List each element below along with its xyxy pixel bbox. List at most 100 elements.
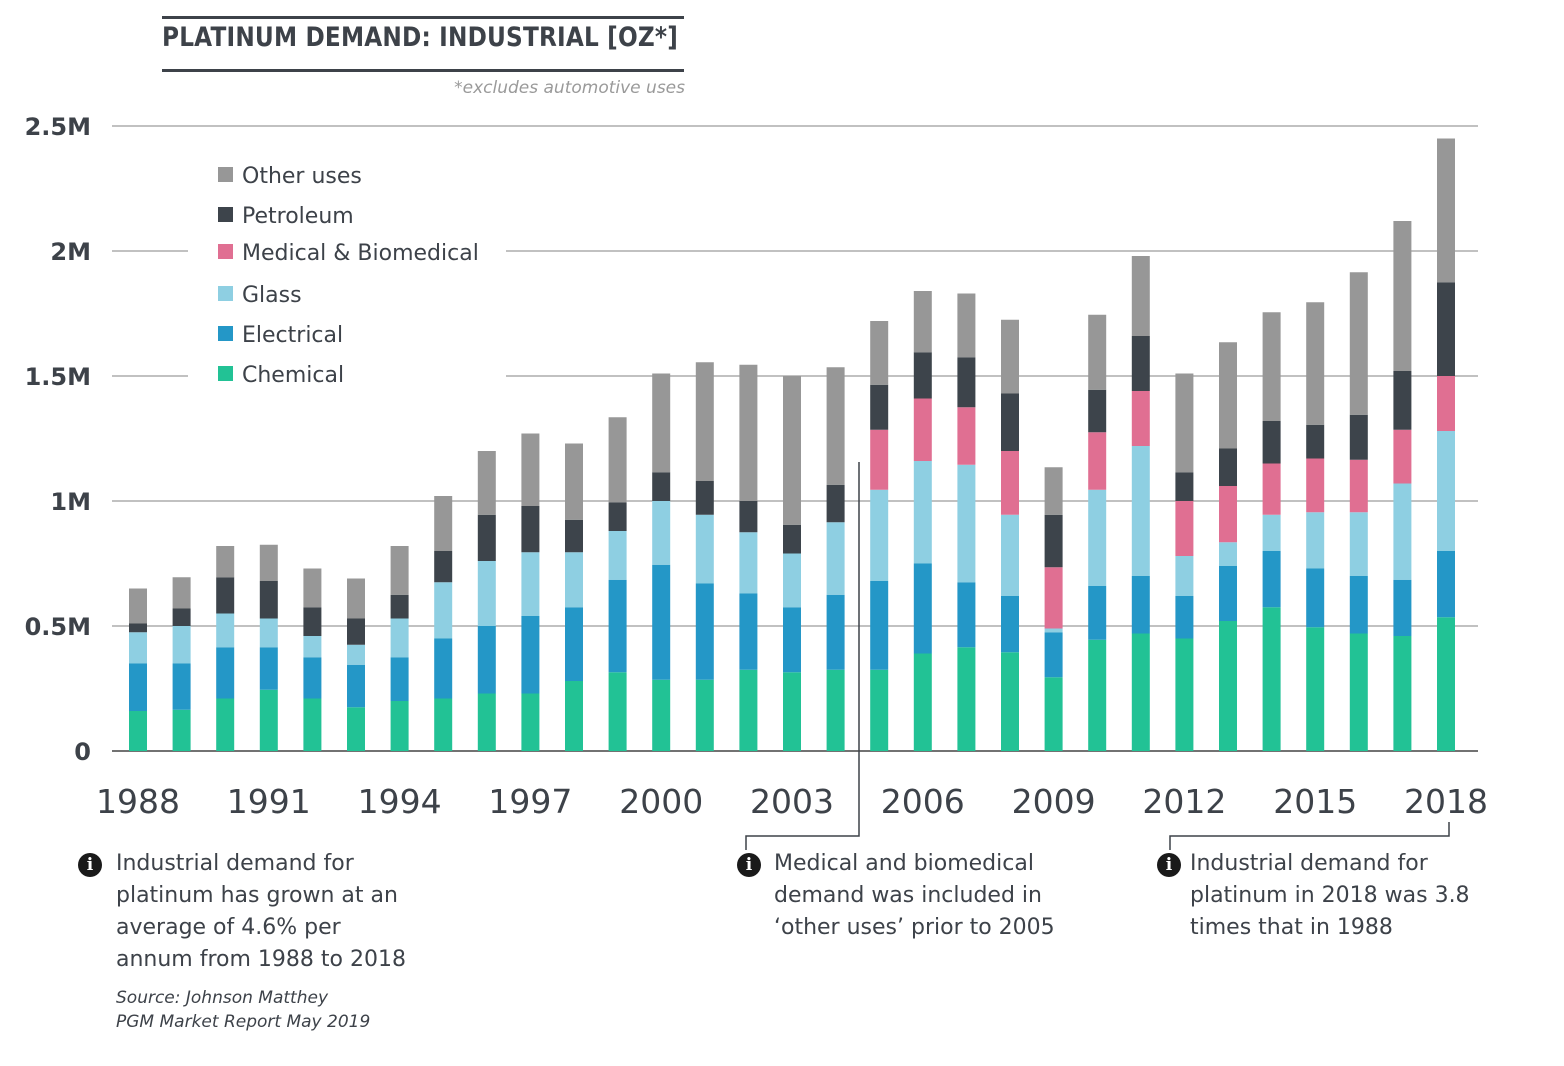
bar-segment-other-uses-1990	[216, 546, 235, 578]
bar-segment-petroleum-1996	[477, 514, 496, 561]
bar-segment-electrical-2009	[1044, 632, 1063, 678]
bar-segment-chemical-2004	[826, 669, 845, 751]
bar-segment-chemical-2011	[1131, 633, 1150, 751]
bar-segment-glass-1999	[608, 531, 627, 580]
bar-segment-other-uses-2007	[957, 293, 976, 358]
legend-label: Petroleum	[242, 204, 354, 229]
bar-segment-chemical-1991	[259, 689, 278, 751]
bar-segment-electrical-1993	[347, 664, 365, 708]
legend-swatch	[218, 167, 233, 182]
bar-segment-electrical-2018	[1437, 551, 1455, 618]
bar-segment-electrical-2007	[957, 582, 976, 648]
source-citation: Source: Johnson Matthey PGM Market Repor…	[116, 988, 371, 1032]
bar-segment-petroleum-2011	[1131, 336, 1150, 391]
bar-segment-petroleum-2013	[1219, 448, 1237, 486]
callout-line-medical	[745, 462, 860, 850]
bar-segment-petroleum-1991	[259, 581, 278, 619]
bar-segment-other-uses-2009	[1044, 467, 1063, 515]
stacked-bar-chart: 0 0.5M 1M 1.5M 2M 2.5M 1988 1991 1994 1997 2000 200…	[25, 113, 1488, 821]
bar-segment-glass-2015	[1306, 512, 1325, 569]
bar-segment-medical-biomedical-2008	[1001, 451, 1019, 515]
bar-segment-petroleum-1999	[608, 502, 627, 531]
bar-segment-electrical-2006	[913, 563, 932, 654]
bar-segment-petroleum-2016	[1349, 414, 1368, 460]
bar-segment-other-uses-1993	[347, 578, 365, 619]
bar-segment-glass-2009	[1044, 628, 1063, 633]
bar-segment-other-uses-1988	[129, 588, 147, 624]
bar-segment-chemical-2008	[1001, 652, 1019, 751]
bar-segment-electrical-2000	[652, 564, 671, 680]
bar-segment-electrical-2001	[695, 583, 714, 680]
bar-segment-electrical-1999	[608, 579, 627, 673]
bar-segment-electrical-2014	[1262, 551, 1281, 608]
bar-segment-petroleum-1988	[129, 623, 147, 633]
legend-swatch	[218, 366, 233, 381]
bar-segment-chemical-1989	[172, 709, 191, 751]
bar-segment-electrical-2016	[1349, 576, 1368, 634]
bar-segment-petroleum-2002	[739, 501, 758, 533]
bar-segment-other-uses-2000	[652, 373, 671, 473]
bar-segment-glass-1995	[434, 582, 453, 639]
bar-segment-chemical-1998	[565, 681, 583, 751]
bar-segment-glass-2010	[1088, 489, 1107, 586]
bar-segment-electrical-1992	[303, 657, 322, 699]
bar-segment-glass-2016	[1349, 512, 1368, 576]
x-tick-label: 1988	[96, 782, 180, 821]
bar-segment-other-uses-1994	[390, 546, 409, 595]
legend-label: Other uses	[242, 164, 362, 189]
y-tick-label: 0	[74, 738, 91, 766]
bar-segment-other-uses-1989	[172, 577, 191, 609]
bar-segment-electrical-1998	[565, 607, 583, 681]
bar-segment-electrical-2002	[739, 593, 758, 670]
bar-segment-chemical-1996	[477, 693, 496, 751]
bar-segment-glass-2013	[1219, 542, 1237, 566]
bar-segment-chemical-2009	[1044, 677, 1063, 751]
y-tick-label: 2.5M	[25, 113, 91, 141]
bar-segment-other-uses-2017	[1393, 221, 1412, 371]
bar-segment-petroleum-1998	[565, 519, 583, 553]
bar-segment-glass-1988	[129, 632, 147, 664]
bar-segment-chemical-1999	[608, 672, 627, 751]
bar-segment-medical-biomedical-2017	[1393, 429, 1412, 484]
bar-segment-petroleum-2001	[695, 481, 714, 515]
bar-segment-electrical-2017	[1393, 579, 1412, 636]
bar-segment-glass-2014	[1262, 514, 1281, 551]
bar-segment-petroleum-1992	[303, 607, 322, 636]
bar-segment-electrical-1989	[172, 663, 191, 710]
y-tick-label: 1M	[50, 488, 91, 516]
title-bottom-rule	[162, 69, 684, 72]
bar-segment-electrical-2005	[870, 581, 889, 670]
bar-segment-chemical-2002	[739, 669, 758, 751]
bar-segment-chemical-2005	[870, 669, 889, 751]
bar-segment-glass-2003	[783, 553, 801, 608]
y-tick-label: 0.5M	[25, 613, 91, 641]
bar-segment-glass-2005	[870, 489, 889, 581]
bar-segment-petroleum-2004	[826, 484, 845, 523]
bar-segment-electrical-1991	[259, 647, 278, 690]
legend-label: Medical & Biomedical	[242, 241, 479, 266]
bar-segment-petroleum-2008	[1001, 393, 1019, 451]
bar-segment-glass-1992	[303, 636, 322, 658]
bar-segment-electrical-2008	[1001, 596, 1019, 653]
bar-segment-electrical-2003	[783, 607, 801, 673]
bar-segment-medical-biomedical-2016	[1349, 459, 1368, 513]
bar-segment-electrical-2010	[1088, 586, 1107, 640]
note-growth-text: Industrial demand for platinum has grown…	[116, 851, 406, 972]
x-tick-label: 1991	[227, 782, 311, 821]
x-tick-label: 2018	[1404, 782, 1488, 821]
chart-title: PLATINUM DEMAND: INDUSTRIAL [OZ*]	[162, 22, 678, 53]
bar-segment-other-uses-2005	[870, 321, 889, 385]
bar-segment-glass-2007	[957, 464, 976, 583]
bar-segment-chemical-2001	[695, 679, 714, 751]
note-medical: i Medical and biomedical demand was incl…	[737, 848, 1055, 944]
bar-segment-petroleum-1993	[347, 618, 365, 645]
bar-segment-glass-1989	[172, 626, 191, 664]
bar-segment-medical-biomedical-2018	[1437, 376, 1455, 431]
bar-segment-chemical-2016	[1349, 633, 1368, 751]
bar-segment-other-uses-2003	[783, 376, 801, 525]
bar-segment-glass-2001	[695, 514, 714, 584]
legend-label: Electrical	[242, 323, 343, 348]
bar-segment-other-uses-2016	[1349, 272, 1368, 415]
y-tick-label: 1.5M	[25, 363, 91, 391]
bar-segment-electrical-2012	[1175, 596, 1194, 639]
